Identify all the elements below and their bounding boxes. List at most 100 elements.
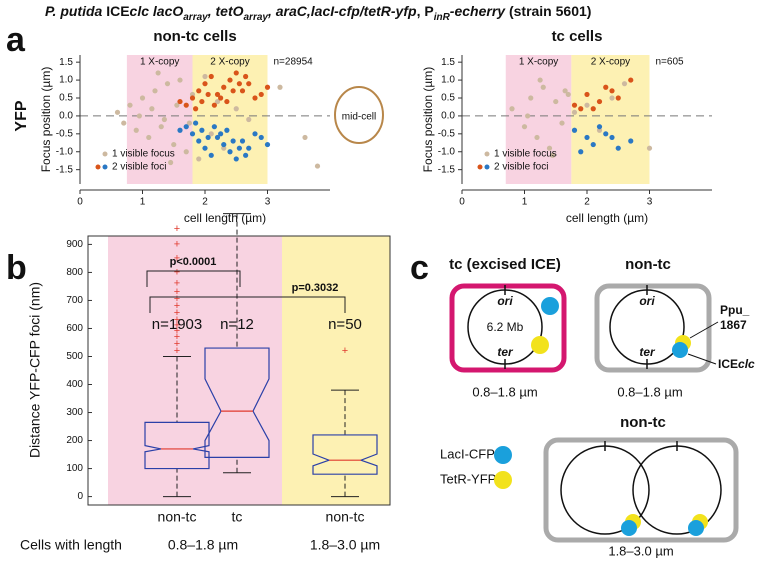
focus-point: [239, 138, 246, 144]
p-label: p=0.3032: [292, 282, 339, 294]
p-label: p<0.0001: [170, 256, 217, 268]
outlier: +: [174, 325, 180, 337]
focus-point: [252, 95, 258, 101]
outlier: +: [174, 345, 180, 357]
x-tick-label: tc: [232, 509, 243, 525]
diagram: tc (excised ICE) ori 6.2 Mb ter 0.8–1.8 …: [440, 256, 755, 558]
title-part: P. putida: [45, 3, 103, 19]
diagram-title: non-tc: [625, 256, 671, 273]
focus-point: [205, 134, 211, 141]
focus-point: [258, 134, 264, 141]
focus-point: [227, 149, 233, 155]
focus-point: [224, 98, 230, 105]
focus-point: [164, 81, 171, 87]
y-tick-label: -1.5: [438, 164, 456, 175]
outlier: +: [342, 345, 348, 357]
ter-label: ter: [639, 345, 656, 359]
legend-swatch: [102, 164, 108, 170]
focus-point: [196, 156, 202, 162]
focus-point: [174, 102, 180, 108]
y-tick-label: -0.5: [56, 128, 74, 139]
footer-range: 0.8–1.8 µm: [168, 537, 238, 553]
y-tick-label: 0.5: [59, 93, 73, 104]
x-tick-label: non-tc: [158, 509, 197, 525]
n-label: n=28954: [274, 57, 314, 68]
focus-point: [193, 106, 199, 112]
range-label: 0.8–1.8 µm: [617, 384, 682, 399]
focus-point: [146, 134, 152, 141]
legend-swatch: [95, 164, 101, 170]
n-label: n=605: [656, 57, 685, 68]
focus-point: [186, 120, 192, 126]
focus-point: [609, 95, 615, 101]
y-tick-label: 600: [66, 323, 83, 334]
bracket: [149, 296, 346, 313]
title-part: array: [244, 12, 269, 23]
outlier: +: [174, 223, 180, 235]
outlier: +: [174, 293, 180, 305]
diagram-title: non-tc: [620, 414, 666, 431]
focus-point: [183, 149, 189, 155]
region: [126, 55, 193, 184]
outlier: +: [174, 286, 180, 298]
y-tick-label: 900: [66, 239, 83, 250]
x-tick-label: 2: [202, 197, 208, 208]
region-label: 1 X-copy: [519, 57, 558, 68]
y-tick-label: 1.5: [59, 57, 73, 68]
focus-point: [199, 127, 205, 133]
footer-range: 1.8–3.0 µm: [310, 537, 380, 553]
y-axis-label: Focus position (µm): [39, 67, 53, 173]
focus-point: [571, 109, 578, 115]
ppu-label: Ppu_: [720, 303, 750, 317]
focus-point: [596, 124, 603, 130]
focus-point: [239, 88, 246, 94]
focus-point: [571, 102, 578, 108]
focus-point: [521, 124, 528, 130]
focus-point: [221, 145, 227, 151]
focus-point: [233, 106, 239, 112]
outlier: +: [174, 338, 180, 350]
focus-point: [196, 138, 202, 144]
focus-point: [584, 134, 590, 141]
n-label: n=12: [220, 316, 254, 333]
focus-point: [314, 163, 321, 169]
focus-point: [152, 88, 158, 94]
cfp-dot: [672, 342, 688, 358]
focus-point: [230, 138, 236, 144]
focus-point: [199, 98, 205, 105]
focus-point: [565, 91, 571, 98]
legend-swatch: [494, 471, 512, 489]
focus-point: [114, 109, 121, 115]
y-tick-label: 700: [66, 295, 83, 306]
legend-label: 1 visible focus: [494, 149, 557, 160]
focus-point: [628, 138, 634, 144]
legend-swatch: [477, 164, 483, 170]
focus-point: [214, 98, 221, 105]
title-part: , P: [417, 3, 434, 19]
focus-point: [211, 102, 217, 108]
outlier: +: [174, 252, 180, 264]
focus-point: [546, 145, 553, 151]
focus-point: [177, 127, 183, 133]
focus-point: [177, 77, 183, 83]
focus-point: [189, 131, 196, 137]
legend-label: TetR-YFP: [440, 471, 496, 486]
y-tick-label: 1.5: [441, 57, 455, 68]
focus-point: [578, 149, 584, 155]
focus-point: [246, 81, 252, 87]
focus-point: [584, 91, 590, 98]
ter-label: ter: [497, 345, 514, 359]
background: [108, 236, 208, 505]
box: [204, 347, 270, 458]
x-tick-label: 1: [522, 197, 528, 208]
region-label: 2 X-copy: [210, 57, 249, 68]
focus-point: [550, 152, 556, 158]
outlier: +: [174, 278, 180, 290]
y-tick-label: 500: [66, 351, 83, 362]
x-tick-label: 3: [265, 197, 271, 208]
yfp-dot: [531, 336, 549, 354]
pointer: [687, 353, 717, 365]
background: [208, 236, 282, 505]
x-axis-label: cell length (µm): [184, 211, 266, 225]
chart-title: tc cells: [552, 28, 603, 45]
